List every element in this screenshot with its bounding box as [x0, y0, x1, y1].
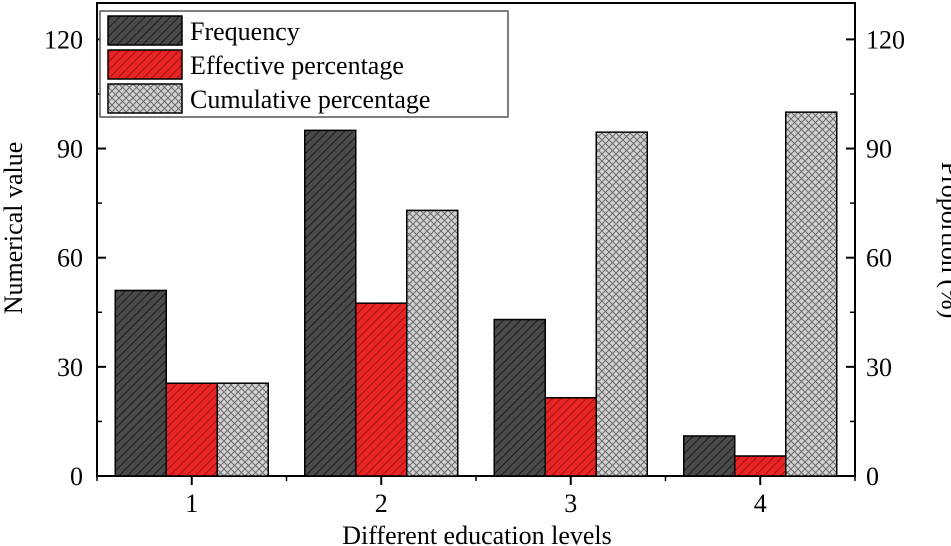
- y-tick-label: 0: [70, 462, 83, 491]
- bar-effective-percentage-3: [544, 397, 597, 477]
- bar-cumulative-percentage-3: [595, 131, 648, 477]
- y-axis-title: Numerical value: [0, 142, 28, 315]
- bar-effective-percentage-4: [734, 455, 787, 477]
- y2-tick-label: 0: [866, 462, 879, 491]
- x-axis-title: Different education levels: [342, 521, 612, 546]
- bar-effective-percentage-2: [355, 302, 408, 477]
- legend-label: Cumulative percentage: [190, 85, 430, 114]
- legend: Frequency Effective percentage Cumulative …: [99, 10, 509, 118]
- legend-swatch-effective-percentage: [107, 49, 183, 80]
- x-tick-label: 4: [754, 489, 767, 518]
- bar-frequency-1: [114, 289, 167, 477]
- bar-cumulative-percentage-4: [785, 111, 838, 477]
- y2-tick-label: 120: [866, 25, 905, 54]
- legend-swatch-cumulative-percentage: [107, 83, 183, 114]
- legend-label: Effective percentage: [190, 51, 404, 80]
- axes: 0 30 60 90 120 0 30 60 90 120 1 2 3 4: [44, 25, 905, 518]
- y2-tick-label: 30: [866, 353, 892, 382]
- legend-label: Frequency: [190, 17, 300, 46]
- bars: [114, 111, 838, 477]
- bar-cumulative-percentage-1: [216, 382, 269, 477]
- y2-tick-label: 60: [866, 244, 892, 273]
- legend-swatch-frequency: [107, 15, 183, 46]
- bar-cumulative-percentage-2: [406, 209, 459, 477]
- y2-axis-title: Proportion (%): [936, 162, 951, 319]
- y-tick-label: 120: [44, 25, 83, 54]
- y-tick-label: 90: [57, 135, 83, 164]
- x-tick-label: 1: [185, 489, 198, 518]
- y2-tick-label: 90: [866, 135, 892, 164]
- x-tick-label: 2: [375, 489, 388, 518]
- x-tick-label: 3: [564, 489, 577, 518]
- bar-frequency-2: [304, 129, 357, 477]
- bar-frequency-4: [683, 435, 736, 477]
- y-tick-label: 60: [57, 244, 83, 273]
- y-tick-label: 30: [57, 353, 83, 382]
- bar-frequency-3: [493, 318, 546, 477]
- bar-effective-percentage-1: [165, 382, 218, 477]
